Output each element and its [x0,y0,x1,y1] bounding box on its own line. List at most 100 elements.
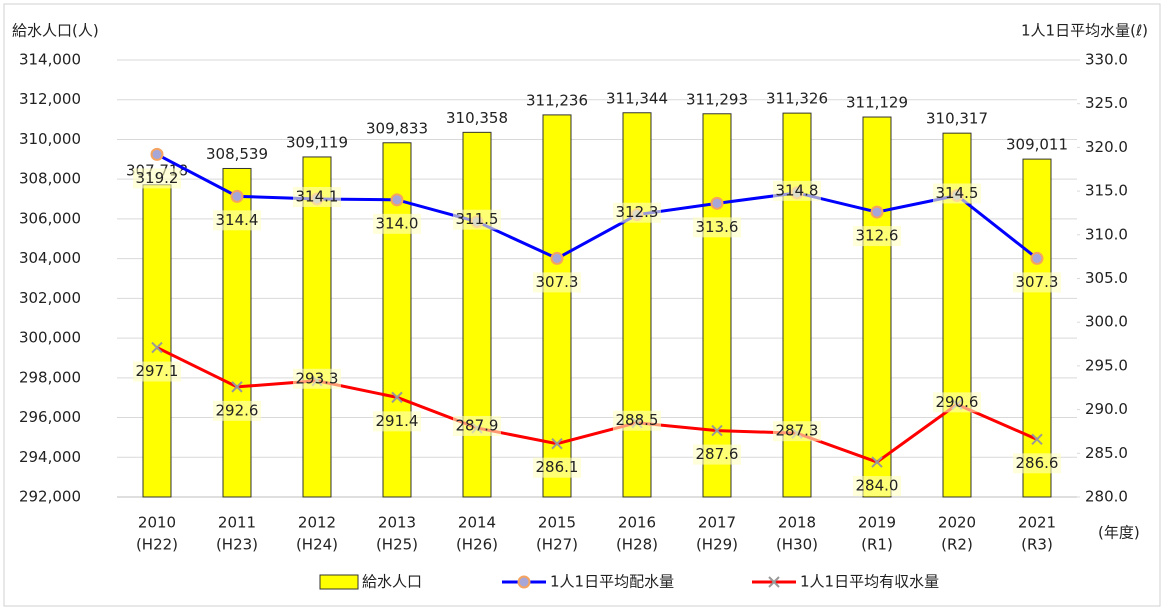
bar-value-label: 310,317 [926,110,988,128]
x-tick-label: 2020 [938,514,976,532]
line-value-label: 286.6 [1016,454,1059,472]
label-bg [213,210,261,231]
line-marker [1031,433,1043,446]
x-tick-label: (H29) [696,536,738,554]
line-value-label: 293.3 [296,369,339,387]
line-value-label: 286.1 [536,458,579,476]
label-bg [453,415,501,436]
label-bg [453,209,501,230]
y2-tick-label: 310.0 [1085,225,1128,243]
x-tick-label: 2016 [618,514,656,532]
y2-tick-label: 325.0 [1085,94,1128,112]
line-marker [390,193,404,207]
label-bg [133,361,181,382]
line-marker [230,189,244,203]
line-value-label: 292.6 [216,401,259,419]
label-bg [533,457,581,478]
legend-swatch [319,574,359,590]
bar-value-label: 311,326 [766,90,828,108]
label-bg [293,186,341,207]
label-bg [613,202,661,223]
y2-tick-label: 300.0 [1085,313,1128,331]
bar [302,156,332,498]
x-tick-label: (R2) [941,536,973,554]
label-bg [293,368,341,389]
y2-axis-title: 1人1日平均水量(ℓ) [1021,22,1148,40]
bar-value-label: 311,236 [526,91,588,109]
legend-label: 1人1日平均配水量 [550,573,674,591]
line-marker [1030,251,1044,265]
bar [622,112,652,498]
line-marker [550,251,564,265]
bar-value-label: 309,833 [366,119,428,137]
y2-tick-label: 295.0 [1085,356,1128,374]
line-marker [231,381,243,393]
y-tick-label: 308,000 [19,170,81,188]
line-value-label: 314.8 [776,181,819,199]
legend-label: 1人1日平均有収水量 [800,573,939,591]
label-bg [933,392,981,413]
x-axis-title: (年度) [1098,524,1140,542]
x-tick-label: (H28) [616,536,658,554]
y2-tick-label: 290.0 [1085,400,1128,418]
legend-marker [768,576,780,588]
y2-tick-label: 285.0 [1085,444,1128,462]
label-bg [533,272,581,293]
bar [542,114,572,498]
x-tick-label: 2018 [778,514,816,532]
y2-tick-label: 330.0 [1085,51,1128,69]
x-tick-label: 2019 [858,514,896,532]
x-tick-label: 2013 [378,514,416,532]
line-marker [391,391,403,404]
line-marker [710,196,724,210]
label-bg [133,168,181,189]
line-value-label: 307.3 [1016,273,1059,291]
bar-value-label: 311,129 [846,94,908,112]
x-tick-label: 2010 [138,514,176,532]
y-tick-label: 314,000 [19,51,81,69]
bar-value-label: 311,344 [606,89,668,107]
line-marker [711,424,723,437]
label-bg [373,411,421,432]
bar-value-label: 310,358 [446,109,508,127]
label-bg [613,410,661,431]
label-bg [693,217,741,238]
line-value-label: 290.6 [936,393,979,411]
line-value-label: 319.2 [136,169,179,187]
y2-tick-label: 320.0 [1085,138,1128,156]
x-tick-label: (H27) [536,536,578,554]
line-marker [151,341,163,354]
bar-value-label: 309,011 [1006,136,1068,154]
line-value-label: 287.3 [776,422,819,440]
x-tick-label: 2017 [698,514,736,532]
y-tick-label: 294,000 [19,448,81,466]
line-value-label: 297.1 [136,362,179,380]
label-bg [853,476,901,497]
line-value-label: 312.6 [856,227,899,245]
y-axis-title: 給水人口(人) [12,22,99,40]
y-tick-label: 298,000 [19,368,81,386]
line-marker [551,437,563,450]
y2-tick-label: 280.0 [1085,488,1128,506]
line-value-label: 313.6 [696,218,739,236]
x-tick-label: (R3) [1021,536,1053,554]
y-tick-label: 306,000 [19,209,81,227]
line-value-label: 312.3 [616,203,659,221]
y-tick-label: 312,000 [19,90,81,108]
y2-tick-label: 305.0 [1085,269,1128,287]
bar [702,113,732,498]
label-bg [693,444,741,465]
bar [1022,158,1052,498]
y-tick-label: 310,000 [19,130,81,148]
label-bg [773,180,821,201]
label-bg [773,421,821,442]
line-marker [150,147,164,161]
x-tick-label: (H26) [456,536,498,554]
legend-label: 給水人口 [362,573,422,591]
label-bg [213,400,261,421]
line-value-label: 287.9 [456,416,499,434]
line-value-label: 284.0 [856,477,899,495]
label-bg [853,226,901,247]
line-value-label: 314.5 [936,184,979,202]
label-bg [1013,272,1061,293]
